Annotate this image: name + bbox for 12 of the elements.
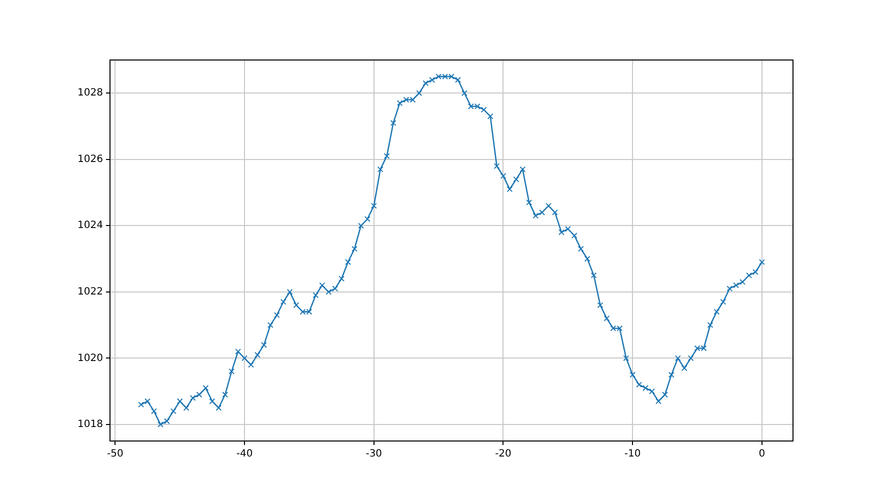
y-tick-label: 1020 — [78, 352, 103, 364]
x-tick-label: 0 — [758, 448, 766, 460]
y-tick-label: 1026 — [78, 154, 103, 165]
x-tick-label: -40 — [236, 448, 253, 460]
y-tick-label: 1018 — [78, 419, 103, 430]
y-tick-label: 1024 — [78, 220, 103, 232]
x-tick-label: -10 — [624, 448, 641, 460]
y-tick-label: 1028 — [78, 88, 103, 99]
x-tick-label: -30 — [366, 448, 382, 460]
x-tick-label: -50 — [107, 448, 124, 460]
y-tick-label: 1022 — [78, 286, 103, 298]
x-tick-label: -20 — [495, 448, 512, 460]
